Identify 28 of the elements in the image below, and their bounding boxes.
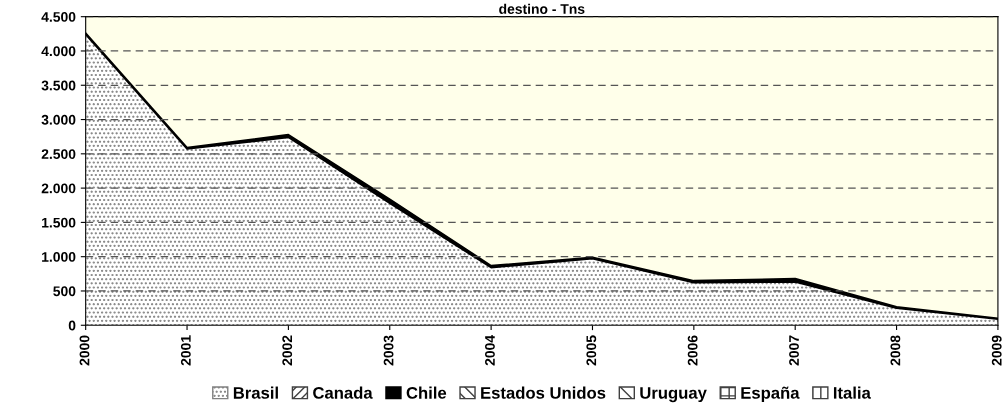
x-tick-label: 2001 xyxy=(180,335,191,366)
x-tick-label: 2000 xyxy=(79,335,90,366)
y-tick-label: 2.000 xyxy=(41,183,76,194)
legend-label: Canada xyxy=(313,386,373,399)
y-tick-label: 1.000 xyxy=(42,252,76,262)
y-tick-label: 2.500 xyxy=(41,149,76,159)
legend-label: Italia xyxy=(833,386,871,399)
x-tick-label: 2008 xyxy=(890,335,901,366)
x-tick-label: 2004 xyxy=(485,335,495,366)
legend-label: Brasil xyxy=(233,386,278,399)
y-tick-label: 500 xyxy=(53,286,76,297)
x-tick-label: 2002 xyxy=(282,335,293,366)
y-tick-label: 1.500 xyxy=(42,217,76,228)
legend-label: Uruguay xyxy=(640,387,707,403)
chart-title: destino - Tns xyxy=(499,3,585,14)
legend-label: España xyxy=(741,386,800,403)
y-tick-label: 3.000 xyxy=(41,114,76,125)
x-tick-label: 2006 xyxy=(687,335,698,366)
x-tick-label: 2003 xyxy=(383,335,394,366)
x-tick-label: 2009 xyxy=(991,335,1002,366)
x-tick-label: 2007 xyxy=(789,335,799,366)
y-tick-label: 4.500 xyxy=(41,12,76,22)
y-tick-label: 0 xyxy=(68,320,76,331)
legend-label: Chile xyxy=(406,386,447,399)
x-tick-label: 2005 xyxy=(586,335,597,366)
y-tick-label: 3.500 xyxy=(41,80,76,91)
legend-label: Estados Unidos xyxy=(481,386,606,399)
y-tick-label: 4.000 xyxy=(41,46,76,57)
